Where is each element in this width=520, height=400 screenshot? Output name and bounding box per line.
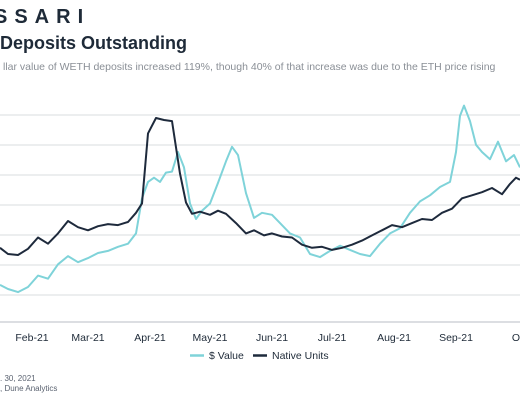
series-line-native-units [0, 117, 520, 256]
footer-source: , Dune Analytics [0, 384, 58, 393]
x-tick-label: Jul-21 [318, 332, 347, 344]
x-tick-label: May-21 [192, 332, 227, 344]
x-tick-label: O [512, 332, 520, 344]
x-tick-label: Mar-21 [71, 332, 104, 344]
legend-label: $ Value [209, 350, 244, 362]
footer-date: . 30, 2021 [0, 374, 36, 383]
x-tick-label: Jun-21 [256, 332, 288, 344]
chart-subtitle: llar value of WETH deposits increased 11… [3, 61, 496, 73]
x-tick-label: Sep-21 [439, 332, 473, 344]
series-line-value [0, 104, 520, 294]
chart-title: Deposits Outstanding [0, 33, 188, 53]
x-tick-label: Feb-21 [15, 332, 48, 344]
brand-logo: SSARI [0, 6, 91, 28]
x-tick-label: Apr-21 [134, 332, 166, 344]
x-tick-label: Aug-21 [377, 332, 411, 344]
legend-label: Native Units [272, 350, 329, 362]
